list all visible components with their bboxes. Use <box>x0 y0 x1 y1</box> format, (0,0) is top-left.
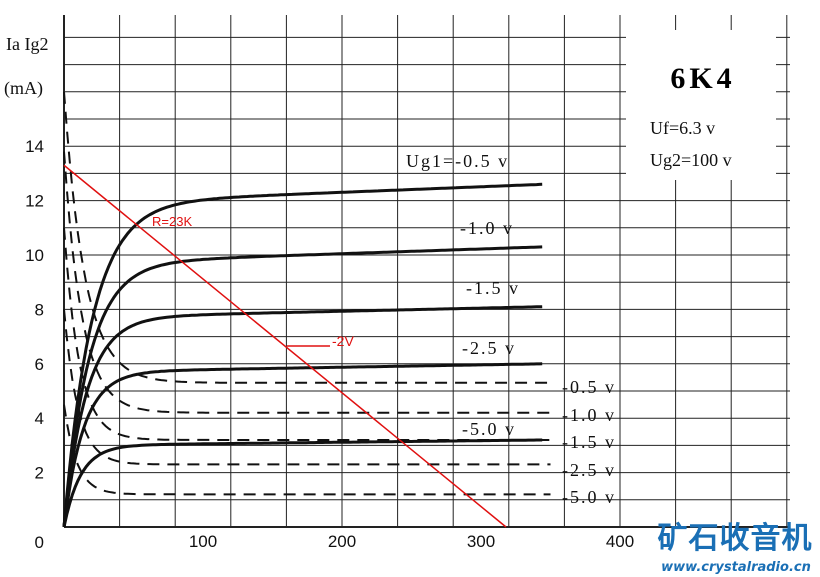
x-tick-label: 300 <box>467 532 495 551</box>
curve-labels: Ug1=-0.5 v -1.0 v -1.5 v -2.5 v -5.0 v -0.5 v… <box>406 151 616 507</box>
anode-curve-label: -2.5 v <box>462 338 516 358</box>
anode-curve-label: -1.5 v <box>466 278 520 298</box>
y-axis-label-quantity: Ia Ig2 <box>6 34 48 54</box>
y-tick-label: 4 <box>35 409 44 428</box>
x-tick-label: 100 <box>189 532 217 551</box>
tick-labels: 100 200 300 400 0 2 4 6 8 10 12 14 <box>25 137 634 552</box>
anode-curve-label: Ug1=-0.5 v <box>406 151 509 171</box>
title-box-background <box>626 30 776 180</box>
screen-current-curve <box>63 91 551 384</box>
grid-lines <box>63 15 790 528</box>
screen-curve-label: -0.5 v <box>562 377 616 397</box>
screen-current-curve <box>63 404 551 496</box>
x-tick-label: 200 <box>328 532 356 551</box>
screen-curve-label: -2.5 v <box>562 460 616 480</box>
screen-current-curve <box>63 151 551 414</box>
anode-curve-label: -1.0 v <box>460 218 514 238</box>
watermark-url: www.crystalradio.cn <box>661 560 811 575</box>
y-tick-label: 2 <box>35 464 44 483</box>
load-line-group: R=23K -2V <box>63 164 507 528</box>
load-line-label: R=23K <box>152 214 192 229</box>
screen-curve-label: -1.0 v <box>562 405 616 425</box>
anode-current-curve <box>62 182 543 528</box>
y-tick-label: 10 <box>25 246 44 265</box>
y-tick-label: 12 <box>25 192 44 211</box>
chart-title: 6K4 <box>670 62 735 95</box>
y-axis-label-unit: (mA) <box>4 78 43 99</box>
y-tick-label: 14 <box>25 137 44 156</box>
anode-current-curve <box>62 362 543 528</box>
screen-voltage-label: Ug2=100 v <box>650 150 732 170</box>
anode-current-curve <box>62 305 543 528</box>
y-tick-label: 0 <box>35 533 44 552</box>
anode-current-curve <box>62 438 543 528</box>
screen-current-curves <box>63 91 551 496</box>
x-tick-label: 400 <box>606 532 634 551</box>
anode-current-curve <box>62 245 543 528</box>
screen-current-curve <box>63 227 551 441</box>
screen-current-curve <box>63 309 551 466</box>
anode-current-curves <box>62 182 543 528</box>
watermark-logo-text: 矿石收音机 <box>658 521 813 556</box>
filament-voltage-label: Uf=6.3 v <box>650 118 715 138</box>
screen-curve-label: -5.0 v <box>562 487 616 507</box>
operating-point-label: -2V <box>332 333 354 349</box>
y-tick-label: 6 <box>35 355 44 374</box>
anode-curve-label: -5.0 v <box>462 419 516 439</box>
y-tick-label: 8 <box>35 300 44 319</box>
screen-curve-label: -1.5 v <box>562 432 616 452</box>
load-line <box>63 164 507 528</box>
